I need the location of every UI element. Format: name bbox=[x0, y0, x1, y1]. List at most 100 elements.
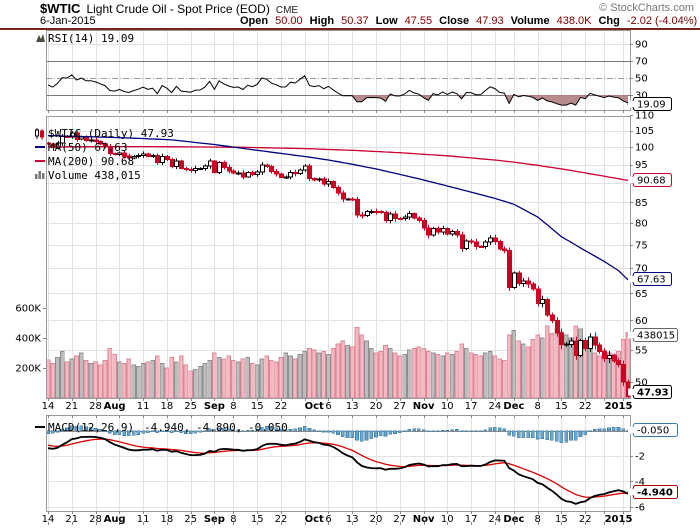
x-axis-label: 20 bbox=[370, 514, 383, 525]
macd-plot bbox=[46, 425, 630, 505]
x-axis-label: 6 bbox=[325, 401, 331, 412]
volume-bar bbox=[497, 358, 502, 398]
chart-header: $WTIC Light Crude Oil - Spot Price (EOD)… bbox=[0, 0, 700, 28]
low-label: Low bbox=[375, 15, 398, 27]
x-axis-label: 22 bbox=[275, 514, 288, 525]
candle-body bbox=[141, 153, 146, 156]
candle-body bbox=[502, 248, 507, 252]
header-separator-line bbox=[0, 28, 700, 30]
candle-body bbox=[564, 343, 569, 346]
candle-body bbox=[160, 155, 165, 164]
macd-value-label: -4.940, bbox=[144, 421, 190, 434]
macd-histogram-bar bbox=[588, 430, 592, 432]
copyright-label: © StockCharts.com bbox=[599, 2, 694, 14]
volume-tick-label: 200K bbox=[15, 364, 41, 375]
macd-histogram-bar bbox=[165, 430, 169, 432]
volume-bar bbox=[478, 355, 483, 398]
candle-body bbox=[293, 172, 298, 175]
volume-bar bbox=[345, 345, 350, 398]
volume-bar bbox=[426, 351, 431, 398]
candle-body bbox=[379, 211, 384, 214]
x-axis-label: 27 bbox=[393, 401, 406, 412]
volume-bar bbox=[102, 360, 108, 398]
price-tick-label: 55 bbox=[635, 345, 648, 356]
macd-histogram-bar bbox=[602, 428, 607, 431]
candle-body bbox=[236, 172, 241, 175]
candle-body bbox=[312, 178, 317, 181]
price-tick-label: 60 bbox=[635, 316, 648, 327]
macd-histogram-bar bbox=[236, 429, 240, 431]
volume-bar bbox=[235, 361, 241, 398]
panel-border bbox=[46, 30, 631, 111]
price-tick-label: 100 bbox=[635, 143, 654, 154]
macd-histogram-bar bbox=[355, 430, 359, 441]
macd-histogram-bar bbox=[79, 425, 84, 431]
volume-bar bbox=[578, 328, 583, 398]
volume-bar bbox=[150, 360, 155, 398]
macd-histogram-bar bbox=[146, 430, 150, 433]
macd-histogram-bar bbox=[345, 430, 350, 438]
candle-body bbox=[117, 152, 122, 156]
main-legend: $WTIC (Daily) 47.93 MA(50) 67.63 MA(200)… bbox=[35, 127, 174, 182]
x-axis-label: 8 bbox=[230, 401, 236, 412]
volume-bar bbox=[535, 334, 540, 398]
candle-body bbox=[279, 173, 284, 178]
volume-bar bbox=[311, 349, 317, 398]
macd-histogram-bar bbox=[198, 430, 202, 433]
volume-bar bbox=[55, 357, 60, 398]
candle-body bbox=[89, 139, 94, 142]
volume-bar bbox=[540, 337, 545, 398]
volume-bar bbox=[573, 325, 578, 398]
macd-histogram-bar bbox=[474, 430, 478, 432]
price-tick-label: 85 bbox=[635, 198, 648, 209]
quote-row: Open 50.00 High 50.37 Low 47.55 Close 47… bbox=[240, 15, 700, 27]
volume-bars-icon bbox=[35, 171, 45, 179]
macd-histogram-bar bbox=[70, 425, 74, 431]
volume-bar bbox=[74, 355, 79, 398]
candlestick-icon-body2 bbox=[40, 130, 44, 138]
volume-bar bbox=[216, 357, 222, 398]
x-axis-label: Dec bbox=[503, 401, 524, 412]
candlestick-icon-body bbox=[35, 129, 39, 137]
macd-histogram-bar bbox=[507, 430, 511, 436]
x-axis-label: 6 bbox=[325, 514, 331, 525]
macd-histogram-bar bbox=[255, 429, 259, 431]
macd-histogram-bar bbox=[122, 430, 126, 436]
candle-body bbox=[122, 152, 127, 157]
candle-body bbox=[493, 237, 498, 242]
macd-histogram-bar bbox=[607, 427, 611, 431]
x-axis-label: 20 bbox=[370, 401, 383, 412]
volume-bar bbox=[530, 339, 536, 398]
candle-body bbox=[593, 336, 598, 346]
macd-histogram-bar bbox=[378, 430, 383, 437]
volume-bar bbox=[240, 358, 246, 398]
macd-histogram-bar bbox=[388, 430, 393, 435]
change-value: -2.02 (-4.04%) bbox=[626, 15, 698, 27]
volume-bar bbox=[554, 328, 559, 398]
macd-histogram-bar bbox=[279, 428, 283, 431]
macd-histogram-bar bbox=[326, 430, 331, 433]
macd-histogram-bar bbox=[583, 430, 588, 436]
candle-body bbox=[94, 139, 99, 143]
candle-body bbox=[417, 217, 422, 222]
moving-average-lines bbox=[47, 134, 629, 281]
volume-bar bbox=[117, 361, 122, 398]
candle-body bbox=[269, 166, 274, 173]
x-axis-label: Aug bbox=[104, 401, 126, 412]
candle-body bbox=[569, 340, 574, 345]
macd-histogram-bar bbox=[307, 428, 312, 431]
candle-body bbox=[231, 170, 236, 174]
price-tick-label: 70 bbox=[635, 264, 648, 275]
x-axis-label: 13 bbox=[346, 514, 359, 525]
ma200-legend-label: MA(200) 90.68 bbox=[48, 155, 134, 168]
macd-histogram-bar bbox=[611, 426, 616, 431]
header-title-row: $WTIC Light Crude Oil - Spot Price (EOD)… bbox=[40, 1, 298, 16]
volume-bar bbox=[140, 363, 146, 398]
candle-body bbox=[545, 299, 550, 316]
candle-body bbox=[241, 172, 246, 178]
volume-tick-label: 600K bbox=[15, 304, 41, 315]
value-box-label: -4.940 bbox=[637, 488, 673, 499]
rsi-tick-label: 30 bbox=[635, 91, 648, 102]
candle-body bbox=[531, 283, 536, 290]
x-axis-label: 18 bbox=[161, 514, 174, 525]
